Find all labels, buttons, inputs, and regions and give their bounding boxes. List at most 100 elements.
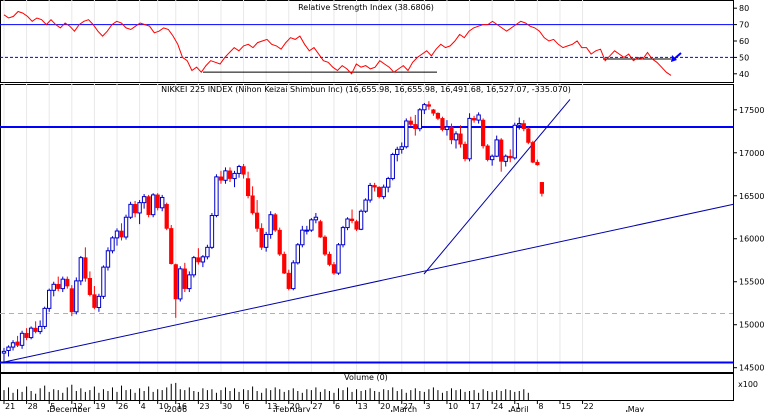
long-trendline: [1, 203, 734, 364]
vertical-gridlines: [3, 0, 584, 372]
rsi-panel-frame: [0, 0, 734, 83]
candle-body-down: [282, 253, 287, 274]
date-tick-label: 10: [448, 402, 458, 411]
candle-body-down: [119, 230, 124, 238]
steep-trendline: [423, 99, 571, 275]
candle-body-up: [19, 332, 25, 346]
price-panel-frame: [0, 84, 734, 373]
candle-body-up: [28, 327, 34, 339]
date-tick-label: 20: [290, 402, 300, 411]
date-tick-label: 27: [403, 402, 413, 411]
candle-body-down: [349, 218, 355, 221]
candle-body-up: [137, 202, 142, 214]
date-tick-label: 20: [380, 402, 390, 411]
candle-body-up: [517, 123, 522, 126]
date-tick-label: 12: [73, 402, 83, 411]
arrow-head: [671, 55, 677, 62]
date-x-axis: 21 28 5 12 19 26 4 10 16 23 30 6 13 20 27 6 13 20 27 3 10 17 2…: [3, 400, 645, 412]
rsi-arrow-icon: [671, 52, 682, 62]
candle-body-up: [295, 244, 301, 264]
price-tick-label: 16000: [739, 235, 764, 244]
date-tick-label: 16: [177, 402, 187, 411]
price-tick-label: 16500: [739, 192, 764, 201]
candle-body-down: [327, 253, 332, 265]
price-tick-label: 14500: [739, 364, 764, 373]
candle-body-down: [155, 194, 160, 209]
candle-body-down: [431, 109, 436, 114]
candle-body-down: [481, 119, 486, 147]
date-tick-label: 13: [267, 402, 277, 411]
candle-body-up: [223, 170, 228, 181]
candle-body-up: [422, 104, 427, 111]
date-tick-label: 17: [471, 402, 481, 411]
candle-body-up: [444, 126, 450, 131]
candle-body-down: [218, 176, 224, 181]
candle-body-up: [96, 295, 102, 309]
candle-body-down: [354, 221, 359, 230]
candle-body-down: [146, 196, 151, 215]
candle-body-down: [413, 124, 418, 130]
candle-body-down: [273, 214, 278, 231]
candle-body-down: [322, 236, 328, 255]
rsi-tick-label: 80: [739, 4, 749, 13]
date-tick-label: 26: [118, 402, 128, 411]
date-tick-label: 13: [358, 402, 368, 411]
candle-body-up: [214, 176, 219, 217]
candle-body-down: [132, 204, 138, 214]
candle-body-up: [489, 155, 495, 161]
candle-body-down: [408, 120, 413, 125]
price-tick-label: 15500: [739, 278, 764, 287]
date-tick-label: 24: [493, 402, 503, 411]
candle-body-down: [426, 104, 431, 107]
x100-label: x100: [738, 380, 758, 389]
candle-body-up: [110, 237, 115, 252]
candle-body-up: [60, 278, 65, 290]
candle-body-up: [105, 250, 111, 268]
candle-body-up: [512, 124, 517, 159]
candle-body-up: [187, 274, 192, 290]
rsi-tick-label: 50: [739, 53, 749, 62]
candle-body-up: [340, 227, 346, 246]
date-tick-label: 30: [222, 402, 232, 411]
candle-body-up: [358, 210, 364, 230]
candle-body-down: [286, 272, 291, 289]
candle-body-down: [164, 204, 169, 229]
candle-body-down: [24, 333, 29, 338]
candle-body-down: [539, 182, 544, 194]
price-tick-label: 15000: [739, 321, 764, 330]
candle-body-up: [150, 194, 156, 216]
rsi-title: Relative Strength Index (38.6806): [298, 3, 434, 12]
candle-body-up: [345, 218, 350, 229]
candle-body-up: [494, 139, 499, 157]
candle-body-down: [530, 142, 535, 163]
rsi-y-axis: 40 50 60 70 80: [733, 4, 749, 79]
candle-body-up: [313, 216, 319, 221]
candle-body-up: [47, 289, 52, 309]
candle-body-down: [508, 155, 513, 159]
date-tick-label: 10: [159, 402, 169, 411]
candle-body-up: [74, 280, 79, 313]
date-tick-label: 19: [95, 402, 105, 411]
candle-body-down: [92, 294, 97, 308]
candle-body-down: [69, 288, 74, 313]
candle-body-up: [291, 262, 296, 290]
candle-body-down: [462, 143, 468, 160]
candle-body-down: [485, 145, 490, 160]
candle-body-down: [440, 118, 445, 130]
price-title: NIKKEI 225 INDEX (Nihon Keizai Shimbun I…: [161, 85, 571, 94]
candle-body-down: [499, 139, 504, 162]
candle-body-up: [37, 325, 43, 333]
date-tick-label: 6: [245, 402, 250, 411]
rsi-tick-label: 70: [739, 21, 749, 30]
candle-body-down: [331, 264, 337, 274]
candle-body-down: [65, 278, 70, 287]
candle-body-up: [123, 216, 129, 238]
candle-body-up: [141, 196, 147, 204]
date-tick-label: 8: [538, 402, 543, 411]
candle-body-up: [453, 133, 459, 141]
candle-body-up: [191, 257, 197, 276]
candle-body-up: [236, 166, 242, 174]
candle-body-up: [263, 233, 269, 248]
candle-body-up: [114, 230, 120, 239]
